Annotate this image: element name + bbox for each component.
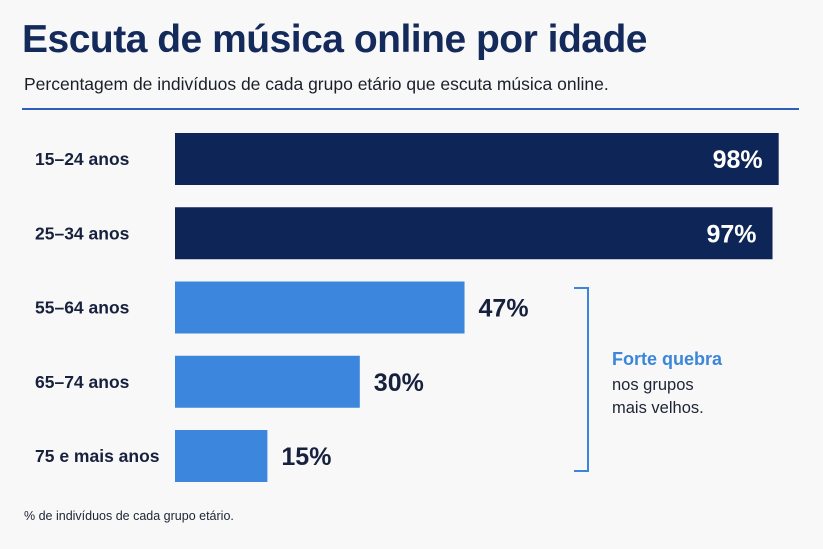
annotation-group: Forte quebra nos grupos mais velhos. xyxy=(574,287,723,472)
value-label: 15% xyxy=(281,443,331,471)
annotation-line-2: mais velhos. xyxy=(612,399,704,417)
category-label: 25–34 anos xyxy=(35,223,130,243)
page-subtitle: Percentagem de indivíduos de cada grupo … xyxy=(24,74,609,94)
value-label: 47% xyxy=(479,295,529,323)
value-label: 98% xyxy=(713,146,763,174)
bar xyxy=(175,355,360,408)
bar xyxy=(175,281,465,334)
category-label: 15–24 anos xyxy=(35,149,130,169)
header-divider xyxy=(22,108,799,110)
annotation-bracket xyxy=(574,287,589,472)
bar-group: 15–24 anos 98% 25–34 anos 97% 55–64 anos 47% 6… xyxy=(35,133,779,482)
annotation-line-1: nos grupos xyxy=(612,376,694,394)
category-label: 75 e mais anos xyxy=(35,446,160,466)
annotation-title: Forte quebra xyxy=(612,349,723,369)
bar xyxy=(175,207,773,260)
page-title: Escuta de música online por idade xyxy=(22,18,648,61)
bar xyxy=(175,430,268,482)
category-label: 65–74 anos xyxy=(35,372,130,392)
bar xyxy=(175,133,779,185)
category-label: 55–64 anos xyxy=(35,298,130,318)
value-label: 30% xyxy=(374,369,424,397)
footnote: % de indivíduos de cada grupo etário. xyxy=(24,509,234,523)
value-label: 97% xyxy=(706,220,756,248)
